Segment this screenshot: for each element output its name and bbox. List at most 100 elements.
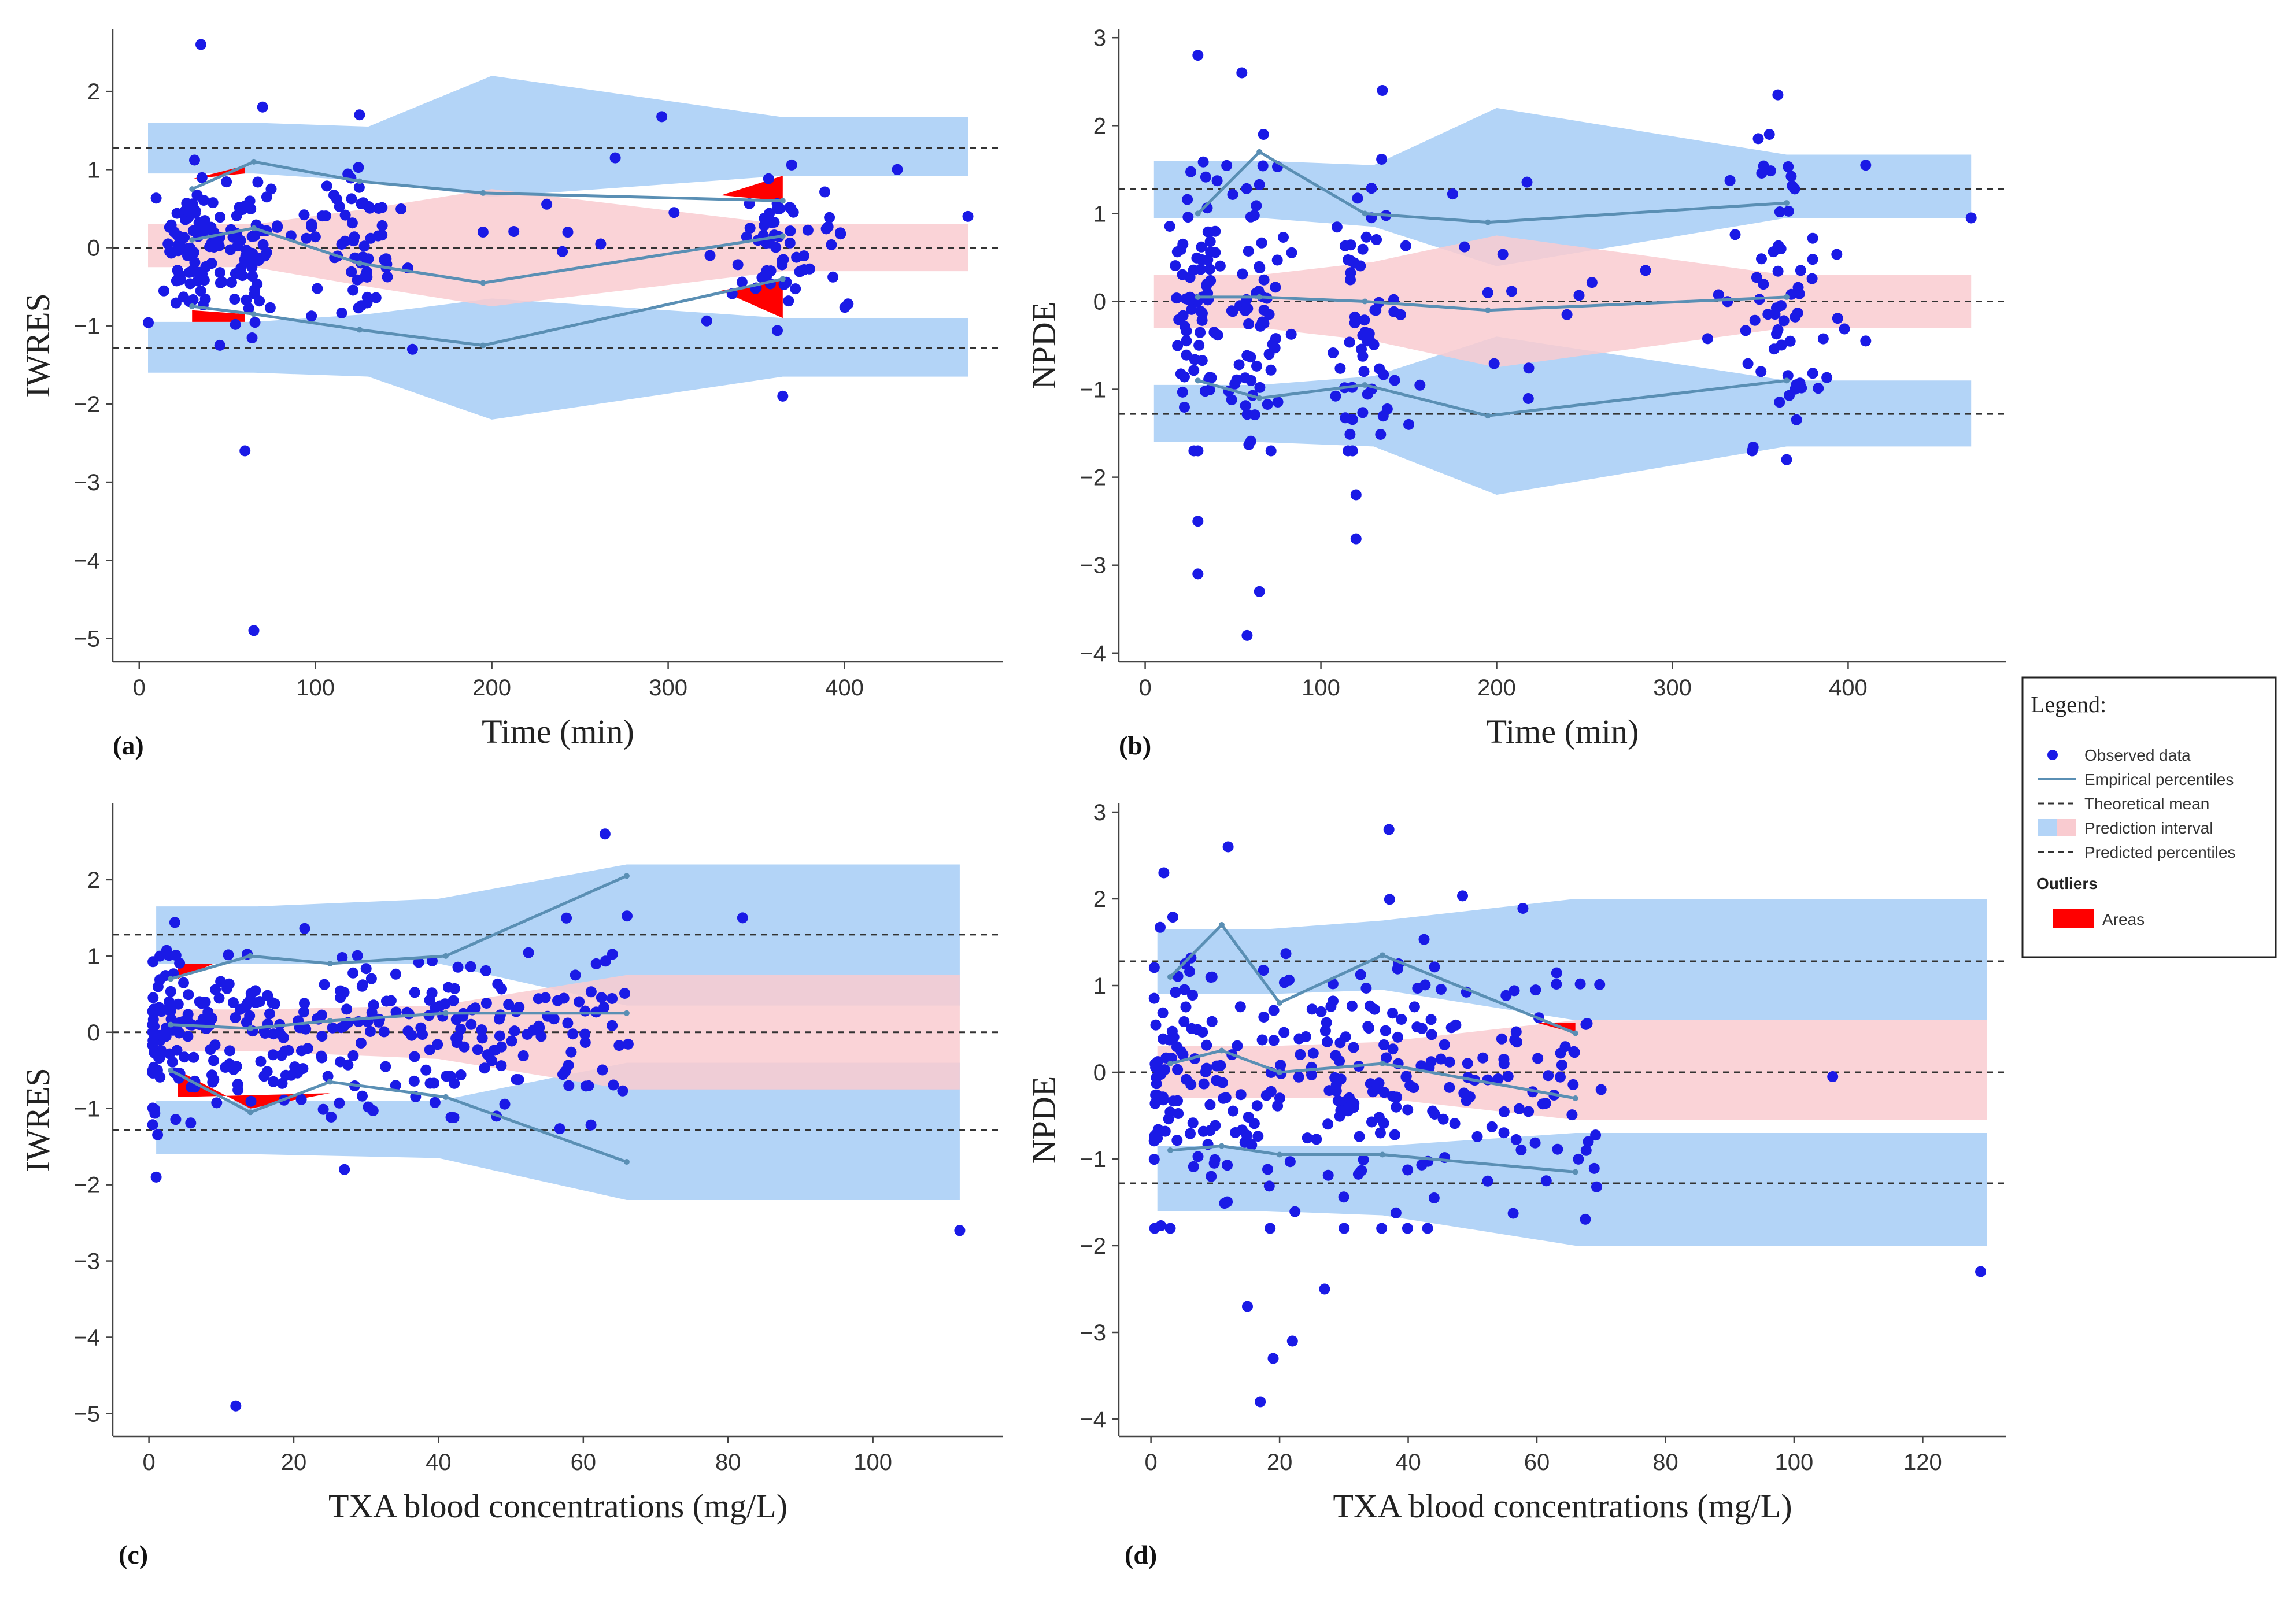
observed-point (352, 950, 363, 961)
observed-point (1275, 1060, 1286, 1071)
observed-point (147, 1068, 158, 1079)
observed-point (1257, 160, 1269, 172)
observed-point (820, 223, 832, 235)
observed-point (1506, 286, 1517, 297)
observed-point (368, 999, 379, 1011)
x-tick-label: 60 (1524, 1450, 1550, 1475)
observed-point (426, 987, 438, 999)
observed-point (1390, 1207, 1402, 1218)
observed-point (499, 1098, 511, 1110)
observed-point (600, 955, 611, 967)
observed-point (1807, 232, 1818, 244)
observed-point (494, 1030, 505, 1042)
observed-point (268, 1076, 279, 1087)
y-tick-label: 1 (87, 157, 100, 183)
empirical-percentile-marker (442, 953, 449, 959)
observed-point (211, 1097, 223, 1109)
observed-point (1189, 354, 1200, 365)
empirical-percentile-marker (189, 237, 195, 243)
observed-point (191, 189, 203, 201)
observed-point (206, 1069, 217, 1081)
x-axis-label: Time (min) (482, 713, 634, 750)
observed-point (1167, 1095, 1179, 1107)
empirical-percentile-marker (1572, 1030, 1578, 1036)
observed-point (1488, 358, 1500, 369)
observed-point (390, 1080, 401, 1091)
observed-point (1471, 1131, 1483, 1142)
observed-point (309, 231, 321, 243)
observed-point (1348, 1102, 1359, 1113)
observed-point (1827, 1071, 1839, 1082)
observed-point (182, 243, 193, 254)
observed-point (417, 1029, 428, 1040)
observed-point (772, 325, 783, 336)
empirical-percentile-marker (480, 190, 486, 196)
observed-point (1500, 990, 1512, 1001)
empirical-percentile-marker (480, 342, 486, 349)
observed-point (1198, 1078, 1210, 1090)
observed-point (1284, 974, 1295, 986)
observed-point (245, 988, 257, 999)
observed-point (783, 295, 794, 307)
empirical-percentile-marker (779, 233, 786, 239)
observed-point (1334, 362, 1346, 374)
observed-point (1552, 1143, 1563, 1155)
empirical-percentile-marker (250, 311, 257, 317)
empirical-percentile-marker (247, 953, 253, 959)
empirical-percentile-marker (168, 976, 174, 982)
observed-point (357, 979, 368, 991)
legend-prediction-blue (2038, 819, 2057, 836)
observed-point (1295, 1049, 1306, 1060)
observed-point (1208, 327, 1220, 338)
y-tick-label: 0 (87, 1020, 100, 1046)
observed-point (1355, 969, 1366, 980)
observed-point (1860, 335, 1872, 347)
observed-point (701, 315, 712, 327)
observed-point (172, 239, 184, 251)
observed-point (1416, 1159, 1428, 1171)
observed-point (1752, 133, 1764, 145)
observed-point (451, 1037, 463, 1049)
observed-point (1175, 244, 1186, 255)
observed-point (215, 212, 226, 223)
observed-point (1791, 414, 1802, 425)
observed-point (1352, 1168, 1364, 1180)
observed-point (1756, 168, 1768, 179)
outlier-area (178, 1070, 330, 1109)
observed-point (1429, 1109, 1440, 1120)
upper-prediction-band (148, 76, 968, 197)
y-tick-label: 0 (1093, 289, 1106, 314)
observed-point (169, 917, 180, 928)
observed-point (1404, 1080, 1416, 1091)
observed-point (1157, 1007, 1169, 1018)
observed-point (1792, 308, 1803, 318)
observed-point (162, 238, 174, 250)
observed-point (1205, 275, 1217, 286)
observed-point (158, 285, 169, 297)
x-tick-label: 0 (142, 1450, 155, 1475)
observed-point (1193, 339, 1205, 351)
observed-point (1185, 1128, 1196, 1139)
observed-point (835, 228, 846, 240)
observed-point (299, 923, 310, 934)
observed-point (316, 1031, 328, 1042)
empirical-percentile-marker (623, 1010, 630, 1016)
observed-point (962, 210, 974, 222)
observed-point (1975, 1266, 1986, 1277)
observed-point (777, 390, 789, 402)
empirical-percentile-marker (1362, 210, 1368, 217)
observed-point (354, 109, 365, 121)
observed-point (1188, 1161, 1199, 1172)
observed-point (1167, 912, 1178, 923)
empirical-percentile-marker (189, 186, 195, 192)
observed-point (267, 1049, 279, 1061)
observed-point (1306, 1003, 1318, 1015)
observed-point (1396, 1014, 1407, 1025)
observed-point (370, 292, 382, 303)
x-tick-label: 20 (281, 1450, 307, 1475)
observed-point (185, 1117, 197, 1129)
observed-point (1749, 314, 1761, 326)
observed-point (1378, 1117, 1389, 1129)
observed-point (1462, 1058, 1473, 1069)
observed-point (1367, 1086, 1378, 1098)
